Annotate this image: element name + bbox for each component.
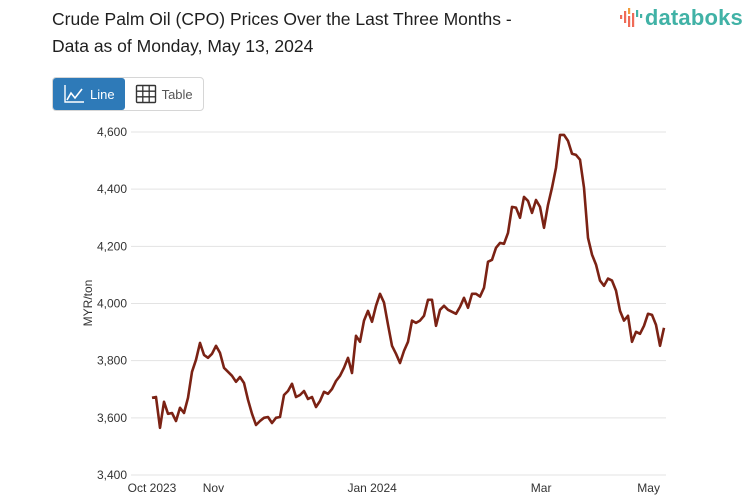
line-view-button[interactable]: Line	[53, 78, 125, 110]
x-tick-label: Mar	[531, 481, 552, 495]
chart-title: Crude Palm Oil (CPO) Prices Over the Las…	[52, 6, 612, 60]
gridlines	[131, 131, 666, 476]
y-tick-label: 4,400	[97, 182, 127, 196]
line-chart-icon	[64, 85, 84, 103]
x-tick-label: Nov	[203, 481, 224, 495]
series-group	[151, 133, 666, 430]
databoks-logo[interactable]: databoks	[619, 4, 743, 32]
bar-signal-logo-icon	[619, 8, 643, 27]
x-axis-ticks: Oct 2023 Nov Jan 2024 Mar May	[128, 481, 660, 495]
chart-title-line2: Data as of Monday, May 13, 2024	[52, 36, 314, 56]
y-tick-label: 4,000	[97, 297, 127, 311]
logo-text: databoks	[644, 5, 743, 30]
table-view-button[interactable]: Table	[125, 78, 203, 110]
view-toggle: Line Table	[52, 77, 204, 111]
y-tick-label: 4,200	[97, 239, 127, 253]
x-tick-label: Jan 2024	[347, 481, 397, 495]
line-view-label: Line	[90, 86, 115, 102]
y-tick-label: 4,600	[97, 125, 127, 139]
y-tick-label: 3,800	[97, 354, 127, 368]
table-grid-icon	[135, 84, 156, 104]
y-tick-label: 3,600	[97, 411, 127, 425]
series-line-cpo-price[interactable]	[151, 133, 666, 430]
y-axis-label: MYR/ton	[81, 280, 95, 327]
x-tick-label: Oct 2023	[128, 481, 177, 495]
y-tick-label: 3,400	[97, 468, 127, 482]
y-axis-ticks: 3,400 3,600 3,800 4,000 4,200 4,400 4,600	[97, 125, 127, 482]
chart-title-line1: Crude Palm Oil (CPO) Prices Over the Las…	[52, 9, 512, 29]
table-view-label: Table	[161, 86, 193, 102]
x-tick-label: May	[637, 481, 660, 495]
